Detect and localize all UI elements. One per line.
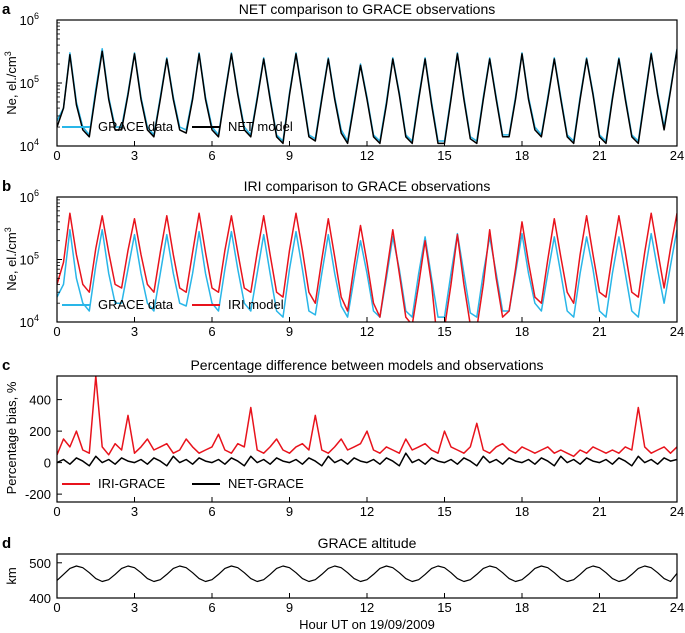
x-tick-label: 9 [286, 600, 293, 615]
y-tick-label: -200 [25, 487, 51, 502]
panel-a-label: a [2, 1, 11, 18]
panel-c: c Percentage difference between models a… [2, 357, 684, 519]
x-tick-label: 12 [360, 148, 374, 163]
y-tick-label: 106 [20, 11, 39, 28]
y-tick-label: 104 [20, 137, 39, 154]
series-net-model [57, 49, 677, 145]
x-tick-label: 9 [286, 504, 293, 519]
legend-label: NET-GRACE [228, 476, 304, 491]
x-tick-label: 12 [360, 600, 374, 615]
panel-d-title: GRACE altitude [318, 535, 417, 551]
series-net-grace [57, 452, 677, 467]
y-tick-label: 106 [20, 188, 39, 205]
x-tick-label: 21 [592, 600, 606, 615]
x-tick-label: 9 [286, 324, 293, 339]
x-tick-label: 24 [670, 148, 684, 163]
panel-c-title: Percentage difference between models and… [190, 357, 543, 373]
x-tick-label: 6 [208, 504, 215, 519]
panel-b-label: b [2, 178, 11, 195]
x-tick-label: 21 [592, 504, 606, 519]
y-tick-label: 105 [20, 74, 39, 91]
series-grace-altitude [57, 565, 677, 583]
x-tick-label: 3 [131, 504, 138, 519]
x-tick-label: 18 [515, 504, 529, 519]
axes-d: 0 3 6 9 12 15 18 21 24 400 500 km [4, 553, 684, 615]
y-axis-label: Ne, el./cm3 [3, 227, 19, 291]
x-tick-label: 12 [360, 324, 374, 339]
y-tick-label: 500 [29, 556, 51, 571]
x-tick-label: 0 [53, 504, 60, 519]
x-tick-label: 15 [437, 600, 451, 615]
x-tick-label: 0 [53, 324, 60, 339]
x-tick-label: 24 [670, 504, 684, 519]
x-tick-label: 12 [360, 504, 374, 519]
panel-d: d GRACE altitude 0 3 6 9 12 15 18 21 24400500km … [2, 535, 684, 632]
series-iri-model [57, 212, 677, 322]
y-axis-label: Ne, el./cm3 [3, 51, 19, 115]
x-tick-label: 24 [670, 324, 684, 339]
x-tick-label: 15 [437, 324, 451, 339]
x-tick-label: 15 [437, 148, 451, 163]
x-tick-label: 3 [131, 324, 138, 339]
panel-d-label: d [2, 535, 11, 552]
x-axis-label: Hour UT on 19/09/2009 [299, 617, 435, 632]
panel-a: a NET comparison to GRACE observations 0… [2, 1, 684, 163]
panel-a-title: NET comparison to GRACE observations [239, 1, 496, 17]
x-tick-label: 0 [53, 148, 60, 163]
panel-b-title: IRI comparison to GRACE observations [244, 178, 491, 194]
x-tick-label: 18 [515, 324, 529, 339]
axes-a: 0 3 6 9 12 15 18 21 24 104 105 106 Ne, el./cm3 GRACE … [3, 11, 684, 163]
x-tick-label: 21 [592, 148, 606, 163]
x-tick-label: 6 [208, 600, 215, 615]
y-tick-label: 200 [29, 424, 51, 439]
x-tick-label: 24 [670, 600, 684, 615]
series-iri-grace [57, 376, 677, 458]
legend-label: GRACE data [98, 119, 174, 134]
y-tick-label: 104 [20, 313, 39, 330]
x-tick-label: 21 [592, 324, 606, 339]
y-axis-label: km [4, 567, 19, 584]
legend-label: NET model [228, 119, 293, 134]
panel-c-label: c [2, 357, 10, 374]
y-tick-label: 105 [20, 251, 39, 268]
x-tick-label: 18 [515, 600, 529, 615]
x-tick-label: 6 [208, 324, 215, 339]
axes-b: 0 3 6 9 12 15 18 21 24 104 105 106 Ne, el./cm3 GRACE … [3, 188, 684, 339]
panel-b: b IRI comparison to GRACE observations 0… [2, 178, 684, 339]
x-tick-label: 3 [131, 148, 138, 163]
series-grace-data [57, 228, 677, 318]
x-tick-label: 3 [131, 600, 138, 615]
plot-frame [56, 553, 678, 599]
legend-label: GRACE data [98, 297, 174, 312]
x-tick-label: 15 [437, 504, 451, 519]
legend-label: IRI-GRACE [98, 476, 166, 491]
x-tick-label: 6 [208, 148, 215, 163]
x-tick-label: 9 [286, 148, 293, 163]
y-tick-label: 400 [29, 393, 51, 408]
y-tick-label: 0 [44, 456, 51, 471]
legend-label: IRI model [228, 297, 284, 312]
y-tick-label: 400 [29, 591, 51, 606]
x-tick-label: 18 [515, 148, 529, 163]
y-axis-label: Percentage bias, % [4, 381, 19, 494]
x-tick-label: 0 [53, 600, 60, 615]
